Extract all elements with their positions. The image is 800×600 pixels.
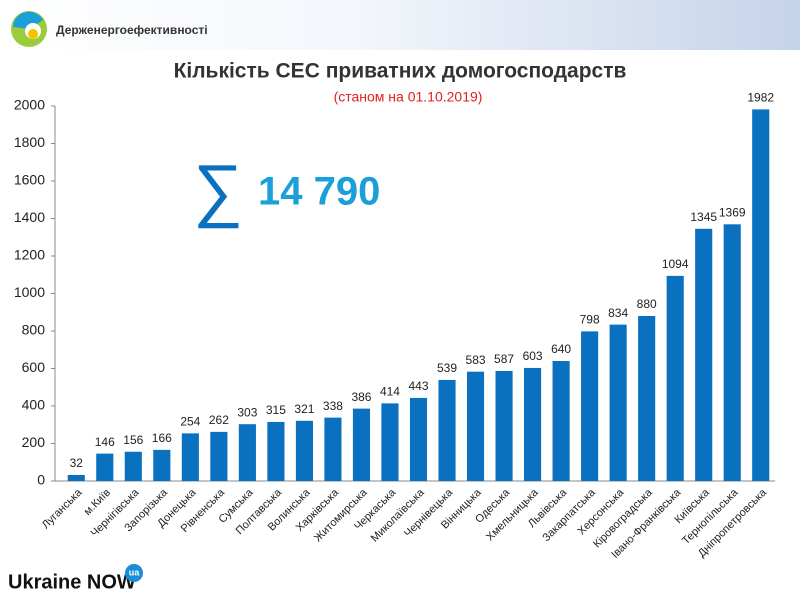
value-label: 834 (608, 306, 628, 320)
chart-title: Кількість СЕС приватних домогосподарств (174, 60, 627, 83)
value-label: 254 (180, 415, 200, 429)
bar (67, 475, 85, 481)
value-label: 32 (70, 456, 84, 470)
value-label: 156 (123, 433, 143, 447)
bar (638, 316, 656, 481)
y-tick-label: 400 (22, 397, 46, 413)
value-label: 880 (637, 297, 657, 311)
bar (124, 451, 142, 481)
bar (666, 275, 684, 481)
sigma: ∑ (193, 150, 243, 228)
header-band (0, 0, 800, 50)
x-tick-label: Луганська (40, 486, 85, 531)
value-label: 1982 (747, 91, 774, 105)
chart-subtitle: (станом на 01.10.2019) (334, 89, 483, 105)
bar (723, 224, 741, 481)
value-label: 1094 (662, 257, 689, 271)
bar (581, 331, 599, 481)
bar (438, 379, 456, 481)
value-label: 1345 (690, 210, 717, 224)
value-label: 443 (408, 379, 428, 393)
footer-badge: ua (129, 567, 140, 577)
y-tick-label: 1800 (14, 134, 45, 150)
bar (295, 420, 313, 481)
value-label: 303 (237, 405, 257, 419)
y-tick-label: 800 (22, 322, 46, 338)
y-tick-label: 600 (22, 359, 46, 375)
bar (524, 367, 542, 481)
footer-badge-bg (125, 564, 143, 582)
bar (466, 371, 485, 481)
value-label: 262 (209, 413, 229, 427)
bar (153, 449, 171, 481)
bar (96, 453, 114, 481)
value-label: 414 (380, 385, 400, 399)
y-tick-label: 1400 (14, 209, 45, 225)
bar (238, 424, 256, 481)
footer-brand: Ukraine NOW (8, 571, 136, 593)
y-tick-label: 0 (37, 472, 45, 488)
value-label: 798 (580, 313, 600, 327)
bar (552, 361, 570, 481)
bar (495, 370, 513, 481)
y-tick-label: 200 (22, 434, 46, 450)
value-label: 1369 (719, 205, 746, 219)
bar (324, 417, 342, 481)
bar (752, 109, 770, 481)
value-label: 321 (294, 402, 314, 416)
bar (210, 431, 228, 481)
value-label: 603 (523, 349, 543, 363)
organization: Держенергоефективності (56, 23, 208, 37)
value-label: 587 (494, 352, 514, 366)
y-tick-label: 1600 (14, 172, 45, 188)
bar (381, 403, 399, 481)
value-label: 315 (266, 403, 286, 417)
y-tick-label: 1000 (14, 284, 45, 300)
value-label: 146 (95, 435, 115, 449)
value-label: 583 (466, 353, 486, 367)
bar (409, 397, 428, 481)
bar (609, 324, 627, 481)
bar (181, 433, 199, 481)
y-tick-label: 2000 (14, 97, 45, 113)
bar (695, 228, 713, 481)
value-label: 539 (437, 361, 457, 375)
bar (267, 421, 285, 481)
bar (352, 408, 371, 481)
value-label: 166 (152, 431, 172, 445)
value-label: 338 (323, 399, 343, 413)
logo (11, 11, 47, 47)
value-label: 386 (351, 390, 371, 404)
total-annotation: 14 790 (258, 170, 380, 214)
y-tick-label: 1200 (14, 247, 45, 263)
value-label: 640 (551, 342, 571, 356)
